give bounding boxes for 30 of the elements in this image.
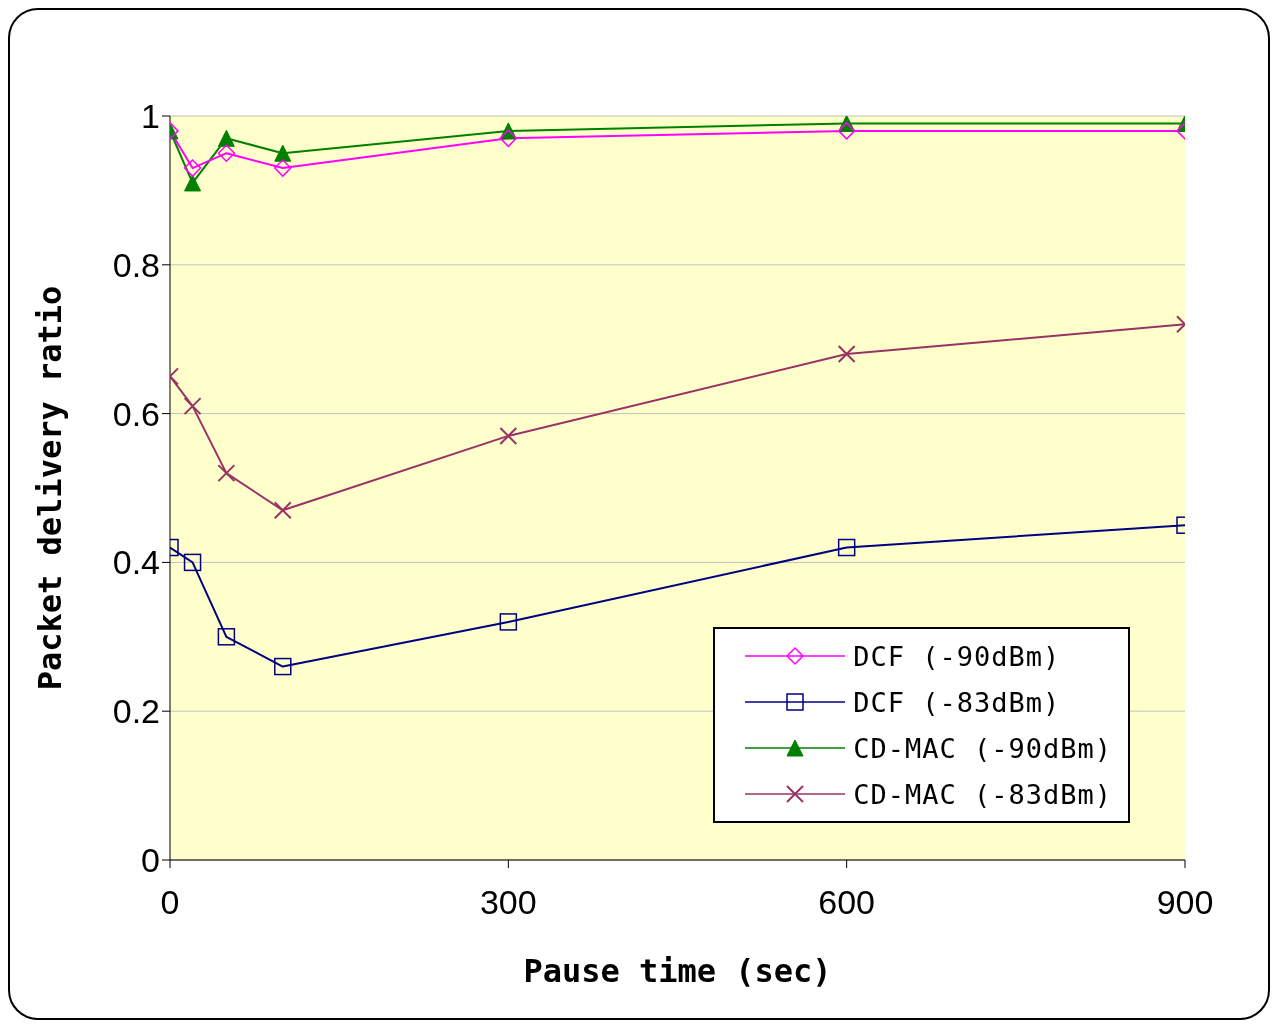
y-tick-label: 0.2 xyxy=(112,692,160,731)
point xyxy=(274,159,292,177)
point xyxy=(183,159,202,177)
point xyxy=(217,144,236,162)
point xyxy=(499,613,518,631)
legend-label: DCF (-83dBm) xyxy=(853,686,1061,718)
legend-label: DCF (-90dBm) xyxy=(853,640,1061,672)
point xyxy=(499,129,518,148)
point xyxy=(184,174,202,192)
point xyxy=(217,628,236,646)
y-tick-label: 0.4 xyxy=(112,543,160,582)
legend-label: CD-MAC (-90dBm) xyxy=(853,732,1112,764)
x-tick-label: 900 xyxy=(1156,883,1214,922)
point xyxy=(217,464,236,483)
y-tick-label: 0 xyxy=(141,841,160,880)
legend-label: CD-MAC (-83dBm) xyxy=(853,778,1112,810)
point xyxy=(274,144,292,162)
point xyxy=(217,129,235,147)
point xyxy=(183,553,202,572)
point xyxy=(273,501,292,520)
y-tick-label: 1 xyxy=(141,97,160,136)
x-tick-label: 300 xyxy=(479,883,537,922)
y-tick-label: 0.8 xyxy=(112,245,160,284)
x-tick-label: 600 xyxy=(818,883,876,922)
point xyxy=(183,397,202,416)
y-axis-title: Packet delivery ratio xyxy=(31,285,70,691)
x-axis-title: Pause time (sec) xyxy=(523,952,832,990)
y-tick-label: 0.6 xyxy=(112,394,160,433)
point xyxy=(499,426,518,445)
point xyxy=(274,657,292,676)
